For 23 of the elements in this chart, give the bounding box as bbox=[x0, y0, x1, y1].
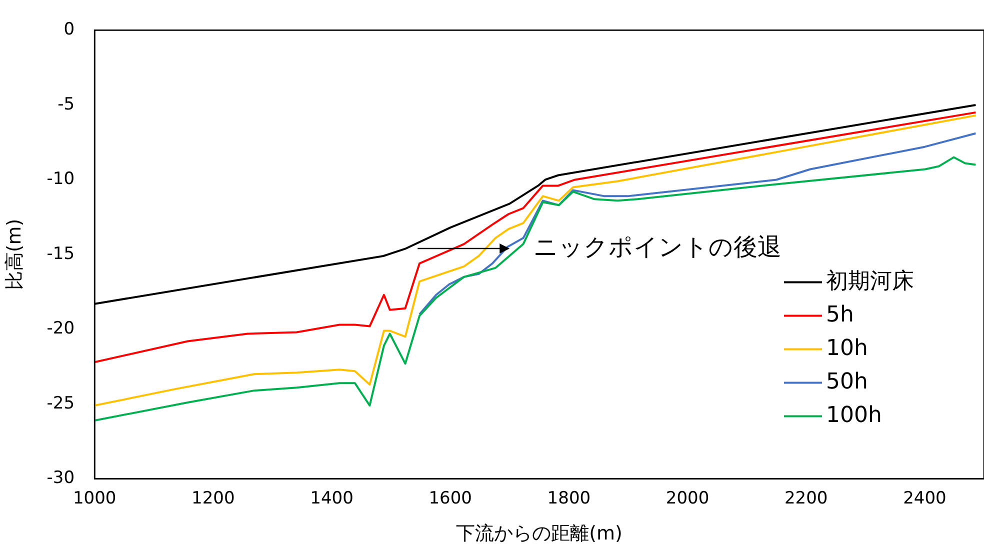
y-tick-label: -20 bbox=[46, 318, 75, 339]
x-tick-label: 1600 bbox=[428, 488, 472, 508]
y-tick-label: -5 bbox=[58, 94, 75, 114]
x-tick-label: 1000 bbox=[72, 488, 116, 508]
x-tick-label: 1400 bbox=[310, 488, 354, 508]
x-tick-label: 2000 bbox=[666, 488, 710, 508]
y-tick-label: -10 bbox=[46, 169, 75, 190]
x-tick-label: 2400 bbox=[903, 488, 946, 508]
y-tick-label: -25 bbox=[46, 393, 75, 414]
legend-label: 10h bbox=[826, 336, 868, 361]
legend-label: 50h bbox=[826, 369, 868, 394]
x-tick-label: 1200 bbox=[192, 488, 235, 508]
x-tick-label: 1800 bbox=[547, 488, 591, 508]
y-tick-label: 0 bbox=[64, 20, 75, 40]
x-axis-title: 下流からの距離(m) bbox=[456, 522, 622, 545]
legend-label: 5h bbox=[826, 302, 854, 328]
y-tick-label: -15 bbox=[46, 244, 75, 264]
annotation: ニックポイントの後退 bbox=[534, 232, 782, 261]
y-tick-label: -30 bbox=[46, 468, 75, 488]
legend-label: 初期河床 bbox=[826, 268, 914, 294]
x-tick-label: 2200 bbox=[784, 488, 828, 508]
legend-label: 100h bbox=[826, 402, 882, 428]
y-axis-title: 比高(m) bbox=[3, 218, 26, 290]
